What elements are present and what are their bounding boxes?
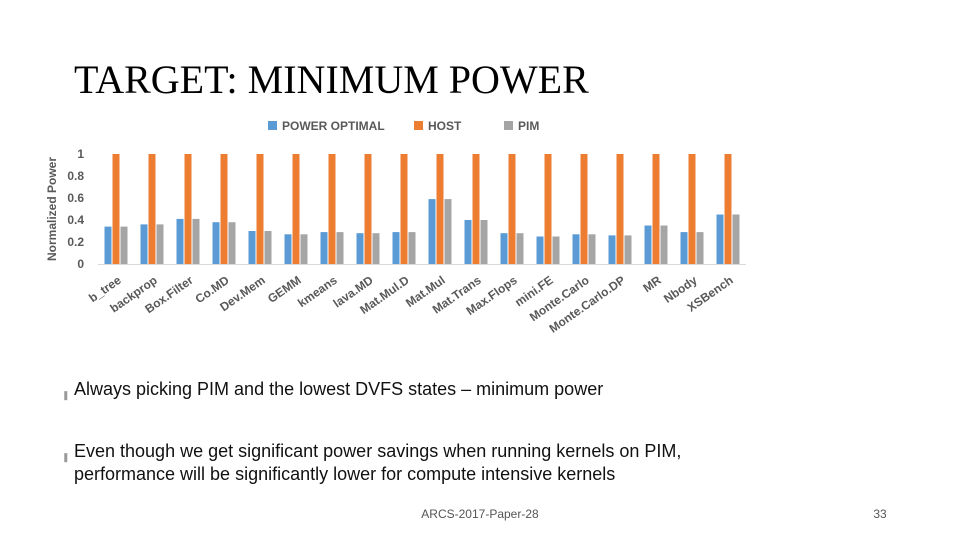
bar-pim bbox=[336, 232, 344, 264]
bar-pim bbox=[552, 236, 560, 264]
bar-host bbox=[724, 154, 732, 264]
bar-power-optimal bbox=[536, 236, 544, 264]
bar-pim bbox=[372, 233, 380, 264]
bullet-point-1: ❚ Always picking PIM and the lowest DVFS… bbox=[62, 378, 782, 401]
bar-host bbox=[436, 154, 444, 264]
bar-host bbox=[580, 154, 588, 264]
bar-pim bbox=[660, 225, 668, 264]
bar-pim bbox=[264, 231, 272, 264]
bar-host bbox=[652, 154, 660, 264]
slide-title: TARGET: MINIMUM POWER bbox=[74, 57, 589, 102]
bullet-glyph-icon: ❚ bbox=[62, 452, 70, 462]
y-axis-title: Normalized Power bbox=[45, 157, 59, 261]
legend-swatch bbox=[414, 121, 423, 130]
bar-host bbox=[688, 154, 696, 264]
bar-host bbox=[292, 154, 300, 264]
bar-host bbox=[112, 154, 120, 264]
legend-swatch bbox=[268, 121, 277, 130]
legend-label: HOST bbox=[428, 119, 462, 133]
bar-pim bbox=[444, 199, 452, 264]
bar-host bbox=[220, 154, 228, 264]
bar-power-optimal bbox=[680, 232, 688, 264]
legend-swatch bbox=[504, 121, 513, 130]
bar-pim bbox=[624, 235, 632, 264]
bar-pim bbox=[480, 220, 488, 264]
bar-pim bbox=[120, 226, 128, 264]
bar-pim bbox=[300, 234, 308, 264]
bar-power-optimal bbox=[284, 234, 292, 264]
bar-power-optimal bbox=[176, 218, 184, 264]
bar-power-optimal bbox=[212, 222, 220, 264]
bar-power-optimal bbox=[464, 220, 472, 264]
bar-host bbox=[472, 154, 480, 264]
bar-host bbox=[508, 154, 516, 264]
y-tick-label: 0.8 bbox=[67, 169, 84, 183]
bar-host bbox=[184, 154, 192, 264]
y-tick-label: 0 bbox=[77, 257, 84, 271]
bar-host bbox=[364, 154, 372, 264]
bar-host bbox=[148, 154, 156, 264]
bar-power-optimal bbox=[644, 225, 652, 264]
bullet-text-2: Even though we get significant power sav… bbox=[74, 441, 682, 484]
bar-power-optimal bbox=[248, 231, 256, 264]
bullet-glyph-icon: ❚ bbox=[62, 390, 70, 400]
bar-power-optimal bbox=[716, 214, 724, 264]
bar-pim bbox=[228, 222, 236, 264]
legend-label: PIM bbox=[518, 119, 539, 133]
bar-pim bbox=[192, 218, 200, 264]
bar-pim bbox=[156, 224, 164, 264]
x-tick-label: MR bbox=[640, 273, 664, 295]
page-number: 33 bbox=[873, 507, 887, 521]
bar-power-optimal bbox=[428, 199, 436, 264]
bar-pim bbox=[588, 234, 596, 264]
bar-power-optimal bbox=[320, 232, 328, 264]
bar-power-optimal bbox=[500, 233, 508, 264]
bar-host bbox=[328, 154, 336, 264]
bar-power-optimal bbox=[392, 232, 400, 264]
bullet-point-2: ❚ Even though we get significant power s… bbox=[62, 440, 782, 486]
bar-power-optimal bbox=[140, 224, 148, 264]
bar-power-optimal bbox=[572, 234, 580, 264]
slide-footer: ARCS-2017-Paper-28 bbox=[421, 507, 539, 521]
y-tick-label: 0.6 bbox=[67, 191, 84, 205]
power-bar-chart: Normalized Power00.20.40.60.81b_treeback… bbox=[45, 119, 746, 336]
bar-pim bbox=[516, 233, 524, 264]
bar-host bbox=[400, 154, 408, 264]
y-tick-label: 0.4 bbox=[67, 213, 84, 227]
bar-host bbox=[544, 154, 552, 264]
bar-power-optimal bbox=[356, 233, 364, 264]
bar-power-optimal bbox=[608, 235, 616, 264]
legend-label: POWER OPTIMAL bbox=[282, 119, 385, 133]
bar-pim bbox=[408, 232, 416, 264]
bar-pim bbox=[732, 214, 740, 264]
bar-host bbox=[256, 154, 264, 264]
bar-host bbox=[616, 154, 624, 264]
y-tick-label: 1 bbox=[77, 147, 84, 161]
bar-power-optimal bbox=[104, 226, 112, 264]
bullet-text-1: Always picking PIM and the lowest DVFS s… bbox=[74, 379, 604, 399]
y-tick-label: 0.2 bbox=[67, 235, 84, 249]
bar-pim bbox=[696, 232, 704, 264]
